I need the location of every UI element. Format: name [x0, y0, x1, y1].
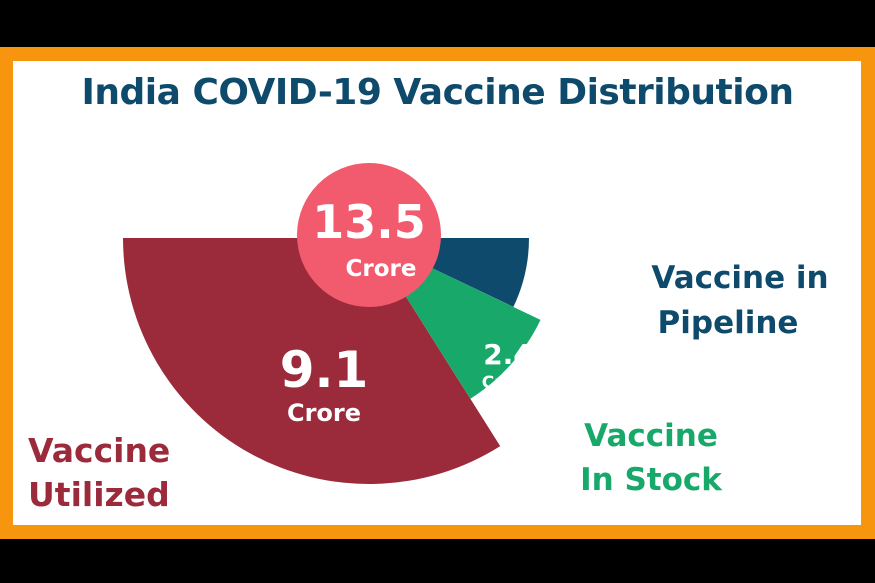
stock-unit: Crore: [482, 373, 534, 393]
utilized-label-line1: Vaccine: [28, 431, 170, 470]
stock-value: 2.4: [483, 338, 533, 371]
total-unit: Crore: [346, 256, 417, 282]
pipeline-label-line1: Vaccine in: [651, 260, 828, 296]
stock-label-line2: In Stock: [580, 462, 723, 498]
utilized-value: 9.1: [280, 341, 369, 399]
total-value: 13.5: [312, 195, 426, 249]
total-circle: [297, 163, 441, 307]
pipeline-value: 1.9: [534, 255, 580, 285]
pipeline-label-line2: Pipeline: [658, 305, 799, 341]
chart-title: India COVID-19 Vaccine Distribution: [81, 72, 794, 113]
pipeline-unit: Crore: [532, 286, 582, 305]
stock-label-line1: Vaccine: [584, 418, 718, 454]
utilized-label-line2: Utilized: [28, 475, 170, 514]
slice-utilized: [123, 238, 501, 485]
utilized-unit: Crore: [287, 399, 361, 427]
